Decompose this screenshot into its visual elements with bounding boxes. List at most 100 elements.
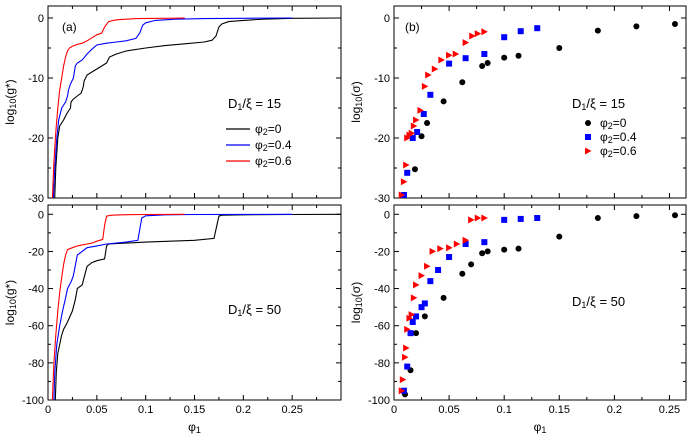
x-tick-label: 0.2: [607, 404, 622, 416]
data-point: [515, 245, 522, 252]
x-tick-label: 0.1: [138, 404, 153, 416]
y-tick-label: -30: [374, 193, 390, 205]
data-point: [474, 30, 482, 38]
y-tick-label: 0: [384, 13, 390, 25]
series-group: [398, 212, 678, 398]
data-point: [408, 129, 416, 137]
data-point: [556, 45, 563, 51]
x-axis-label: φ1: [188, 420, 201, 435]
x-tick-label: 0.2: [236, 404, 251, 416]
data-point: [440, 294, 447, 301]
x-tick-label: 0.1: [497, 404, 512, 416]
y-tick-label: -100: [22, 395, 44, 407]
data-point: [421, 82, 429, 90]
legend-swatch: [585, 120, 591, 126]
data-point: [501, 216, 508, 223]
data-point: [418, 304, 425, 311]
data-point: [413, 281, 420, 289]
panel-label: (a): [62, 20, 77, 34]
data-point: [633, 213, 640, 220]
data-point: [421, 313, 428, 320]
data-point: [411, 166, 418, 173]
x-tick-label: 0.05: [86, 404, 107, 416]
series-line-2: [51, 17, 185, 198]
data-point: [403, 344, 410, 352]
data-point: [468, 261, 475, 268]
y-axis-label: log10(σ): [349, 81, 364, 122]
ratio-annotation: D1/ξ = 50: [572, 294, 625, 310]
data-point: [446, 254, 453, 260]
ratio-annotation: D1/ξ = 15: [572, 96, 625, 112]
data-point: [462, 39, 470, 47]
series-line-0: [54, 213, 341, 400]
data-point: [440, 98, 447, 105]
data-point: [556, 233, 563, 240]
data-point: [517, 28, 524, 35]
data-point: [413, 313, 420, 320]
data-point: [414, 129, 421, 135]
data-point: [400, 178, 408, 186]
legend: φ2=0φ2=0.4φ2=0.6: [226, 122, 292, 169]
data-point: [420, 111, 427, 117]
data-point: [398, 191, 406, 198]
data-point: [410, 122, 418, 130]
y-tick-label: -100: [368, 395, 390, 407]
chart-b-top: 0 -10 -20 -30 log10(σ) (b) D1/ξ = 15 φ2=0φ2=0.4…: [349, 5, 687, 205]
data-point: [479, 63, 486, 69]
x-tick-label: 0.25: [659, 404, 680, 416]
data-point: [429, 247, 437, 255]
data-point: [403, 161, 410, 169]
y-tick-label: -20: [28, 246, 44, 258]
x-tick-label: 0.15: [549, 404, 570, 416]
data-point: [671, 212, 678, 219]
y-tick-label: -60: [374, 321, 390, 333]
y-axis-label: log10(g*): [3, 280, 18, 325]
data-point: [462, 241, 469, 247]
data-point: [515, 52, 522, 59]
data-point: [484, 60, 491, 66]
y-tick-label: -80: [28, 358, 44, 370]
data-point: [459, 270, 466, 277]
x-tick-label: 0.25: [281, 404, 302, 416]
data-point: [407, 330, 414, 337]
data-point: [404, 169, 411, 176]
legend-label: φ2=0: [600, 116, 627, 131]
ratio-annotation: D1/ξ = 15: [228, 96, 281, 112]
series-group: [398, 21, 678, 198]
data-point: [469, 32, 476, 40]
data-point: [481, 214, 488, 222]
data-point: [481, 28, 488, 36]
legend-label: φ2=0.6: [255, 154, 292, 169]
data-point: [398, 387, 406, 395]
y-tick-label: -30: [28, 193, 44, 205]
series-line-1: [53, 213, 293, 400]
data-point: [418, 272, 426, 280]
data-point: [431, 65, 439, 73]
y-tick-label: -10: [28, 73, 44, 85]
y-axis-label: log10(g*): [3, 79, 18, 124]
data-point: [425, 71, 432, 79]
data-point: [633, 23, 640, 30]
legend-label: φ2=0.4: [600, 130, 637, 145]
data-point: [446, 51, 453, 59]
legend-label: φ2=0: [255, 122, 282, 137]
data-point: [452, 50, 460, 58]
ratio-annotation: D1/ξ = 50: [228, 302, 281, 318]
chart-b-bottom: 0 0.05 0.1 0.15 0.2 0.25 0 -20 -40 -60 -80 -100 log1…: [349, 204, 687, 435]
legend-swatch: [585, 134, 591, 140]
series-group: [51, 17, 341, 198]
y-tick-label: -40: [28, 284, 44, 296]
data-point: [413, 116, 420, 124]
y-tick-label: -10: [374, 73, 390, 85]
x-tick-label: 0.05: [438, 404, 459, 416]
panel-label: (b): [405, 20, 420, 34]
legend-label: φ2=0.4: [255, 138, 292, 153]
chart-a-bottom: 0 0.05 0.1 0.15 0.2 0.25 0 -20 -40 -60 -80 -100 log1…: [3, 204, 342, 435]
plot-frame: [47, 5, 342, 199]
x-tick-label: 0: [45, 404, 51, 416]
data-point: [424, 120, 431, 126]
x-tick-label: 0.15: [184, 404, 205, 416]
data-point: [409, 135, 416, 141]
data-point: [413, 330, 420, 337]
